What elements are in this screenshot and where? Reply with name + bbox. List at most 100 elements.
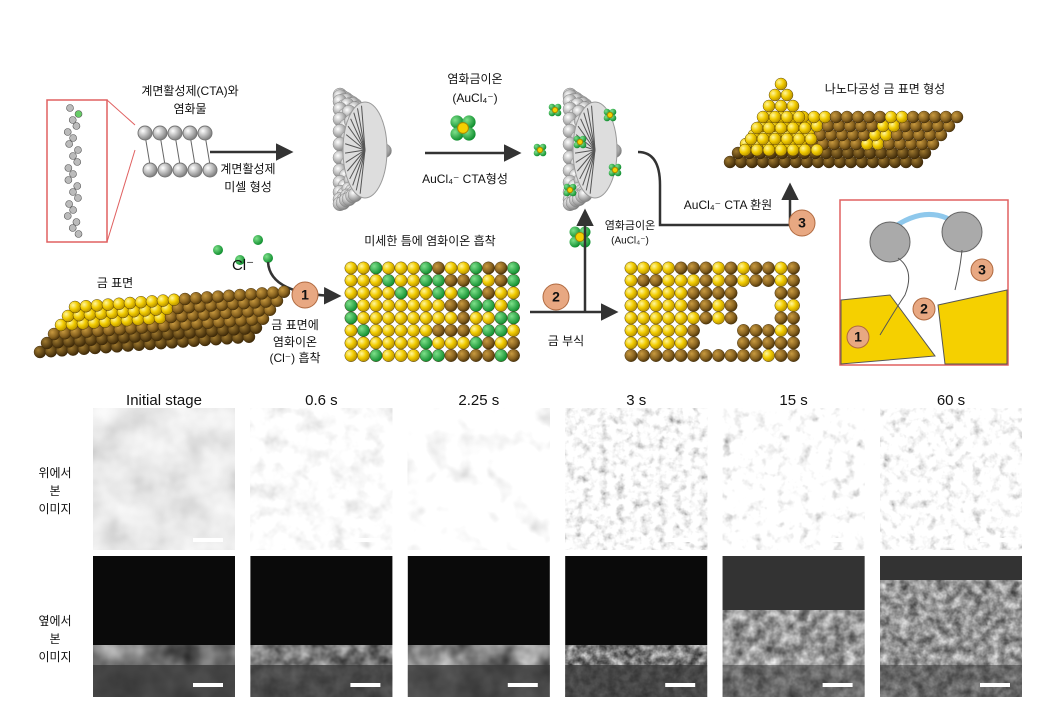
label: 나노다공성 금 표면 형성	[825, 82, 945, 96]
head	[142, 162, 158, 178]
label: (Cl⁻) 흡착	[269, 351, 320, 365]
gold-atom	[457, 274, 470, 287]
gold-atom	[432, 324, 445, 337]
gold-atom	[792, 110, 806, 124]
gold-atom	[407, 324, 420, 337]
gold-atom	[649, 349, 663, 362]
gold-atom	[394, 311, 408, 325]
step-number: 2	[552, 289, 560, 305]
gold-atom	[749, 324, 763, 337]
row-label: 본	[49, 632, 60, 646]
gold-atom	[774, 349, 788, 362]
gold-atom	[200, 291, 214, 304]
time-label: 2.25 s	[458, 392, 499, 409]
gold-atom	[750, 143, 764, 157]
gold-atom	[637, 286, 650, 300]
gold-atom	[873, 110, 887, 124]
gold-atom	[798, 121, 812, 135]
gold-atom	[750, 121, 764, 135]
gold-atom	[780, 110, 794, 124]
gold-atom	[394, 324, 408, 337]
gold-atom	[787, 324, 800, 337]
atom	[69, 170, 77, 178]
substrate	[93, 665, 235, 697]
gold-atom	[457, 299, 470, 312]
inset: 1 2 3	[839, 199, 1009, 366]
gold-atom	[774, 286, 788, 300]
atom	[65, 200, 73, 208]
gold-atom	[507, 274, 520, 287]
gold-atom	[507, 336, 520, 350]
step-circle	[542, 283, 570, 311]
step-number: 3	[978, 262, 986, 278]
gold-atom	[950, 110, 964, 124]
gold-atom	[724, 299, 738, 312]
sem-top-view	[722, 408, 865, 550]
micelle-tail	[583, 112, 596, 151]
gold-atom	[344, 299, 358, 312]
atom	[68, 224, 77, 232]
gold-atom	[156, 294, 170, 307]
gold-atom	[344, 261, 358, 275]
gold-atom	[762, 99, 776, 113]
gold-atom	[369, 349, 383, 362]
gold-block	[937, 289, 1008, 365]
atom	[73, 158, 82, 166]
gold-atom	[637, 261, 650, 275]
step-circle	[846, 325, 870, 349]
label: (AuCl₄⁻)	[452, 91, 497, 105]
gold-atom	[744, 132, 758, 146]
micelle-tail	[587, 108, 596, 151]
gold-atom	[419, 311, 433, 325]
gold-atom	[662, 299, 675, 312]
micelle-tail	[349, 149, 366, 180]
scale-bar	[665, 683, 696, 687]
atom	[63, 212, 72, 220]
gold-atom	[724, 286, 738, 300]
step-number: 1	[854, 329, 862, 345]
chloride	[235, 255, 245, 265]
gold-ion	[576, 138, 584, 146]
row-label: 위에서	[38, 466, 71, 480]
gold-atom	[804, 132, 818, 146]
row-label: 이미지	[38, 502, 71, 516]
gold-atom	[787, 261, 800, 275]
gold-atom	[637, 299, 650, 312]
gold-atom	[674, 336, 688, 350]
time-label: Initial stage	[126, 392, 202, 409]
scale-bar	[507, 538, 538, 542]
gold-atom	[344, 274, 358, 287]
gold-atom	[787, 299, 800, 312]
path	[954, 249, 963, 291]
head	[167, 125, 183, 141]
gold-atom	[444, 299, 458, 312]
atom	[74, 194, 82, 202]
atom	[64, 176, 73, 184]
gold-atom	[798, 143, 812, 157]
gold-atom	[344, 324, 358, 337]
gold-atom	[674, 299, 688, 312]
gold-atom	[939, 110, 953, 124]
gold-atom	[419, 261, 433, 275]
atom	[69, 134, 77, 142]
gold-ion	[566, 186, 574, 194]
head	[182, 125, 198, 141]
atom	[69, 152, 77, 160]
gold-atom	[101, 298, 115, 311]
gold-atom	[674, 349, 688, 362]
path	[879, 257, 910, 336]
micelle-tail	[353, 112, 366, 151]
gold-ion	[536, 146, 544, 154]
gold-atom	[494, 274, 508, 287]
scale-bar	[665, 538, 696, 542]
gold-atom	[737, 324, 750, 337]
gold-atom	[444, 349, 458, 362]
label: 계면활성제(CTA)와	[141, 84, 238, 98]
zoom-line	[106, 149, 136, 243]
gold-atom	[457, 311, 470, 325]
gold-atom	[494, 299, 508, 312]
micelle-tail	[575, 149, 596, 163]
gold-atom	[482, 349, 495, 362]
gold-atom	[79, 300, 93, 313]
label: 미세한 틈에 염화이온 흡착	[364, 234, 495, 248]
